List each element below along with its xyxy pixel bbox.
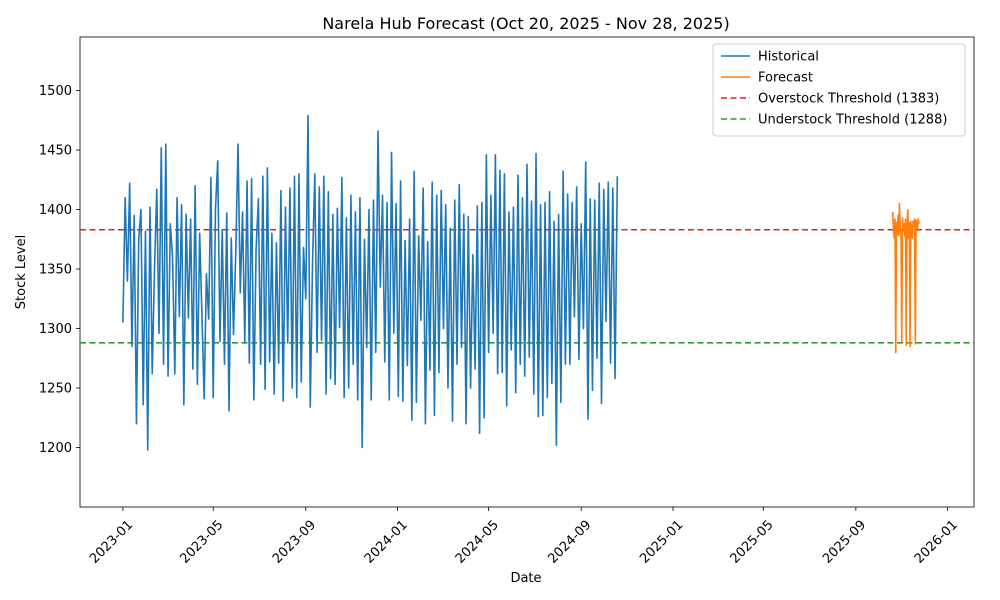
x-tick-label: 2024-05	[453, 518, 502, 567]
x-tick-label: 2025-05	[728, 518, 777, 567]
series-line-historical	[122, 114, 619, 451]
y-tick-label: 1400	[39, 203, 72, 218]
x-axis-label: Date	[510, 571, 541, 586]
y-tick-label: 1500	[39, 84, 72, 99]
legend-label: Understock Threshold (1288)	[758, 113, 947, 128]
y-axis: 1200 1250 1300 1350 1400 1450 1500	[39, 84, 80, 456]
x-tick-label: 2023-09	[270, 518, 319, 567]
legend-label: Overstock Threshold (1383)	[758, 92, 939, 107]
chart-title: Narela Hub Forecast (Oct 20, 2025 - Nov …	[322, 14, 729, 33]
y-axis-label: Stock Level	[14, 235, 29, 309]
x-tick-label: 2024-01	[362, 518, 411, 567]
x-tick-label: 2025-01	[637, 518, 686, 567]
x-axis: 2023-01 2023-05 2023-09 2024-01 2024-05 2024-…	[87, 507, 961, 567]
x-tick-label: 2023-01	[87, 518, 136, 567]
series-lines	[122, 114, 920, 451]
y-tick-label: 1450	[39, 144, 72, 159]
y-tick-label: 1350	[39, 263, 72, 278]
legend-label: Forecast	[758, 71, 813, 86]
x-tick-label: 2026-01	[912, 518, 961, 567]
y-tick-label: 1200	[39, 441, 72, 456]
series-line-forecast	[891, 202, 920, 354]
legend-label: Historical	[758, 50, 819, 65]
x-tick-label: 2025-09	[820, 518, 869, 567]
legend-box	[712, 43, 966, 137]
y-tick-label: 1250	[39, 382, 72, 397]
x-tick-label: 2024-09	[545, 518, 594, 567]
y-tick-label: 1300	[39, 322, 72, 337]
x-tick-label: 2023-05	[177, 518, 226, 567]
legend: Historical Forecast Overstock Threshold (1…	[712, 43, 966, 137]
